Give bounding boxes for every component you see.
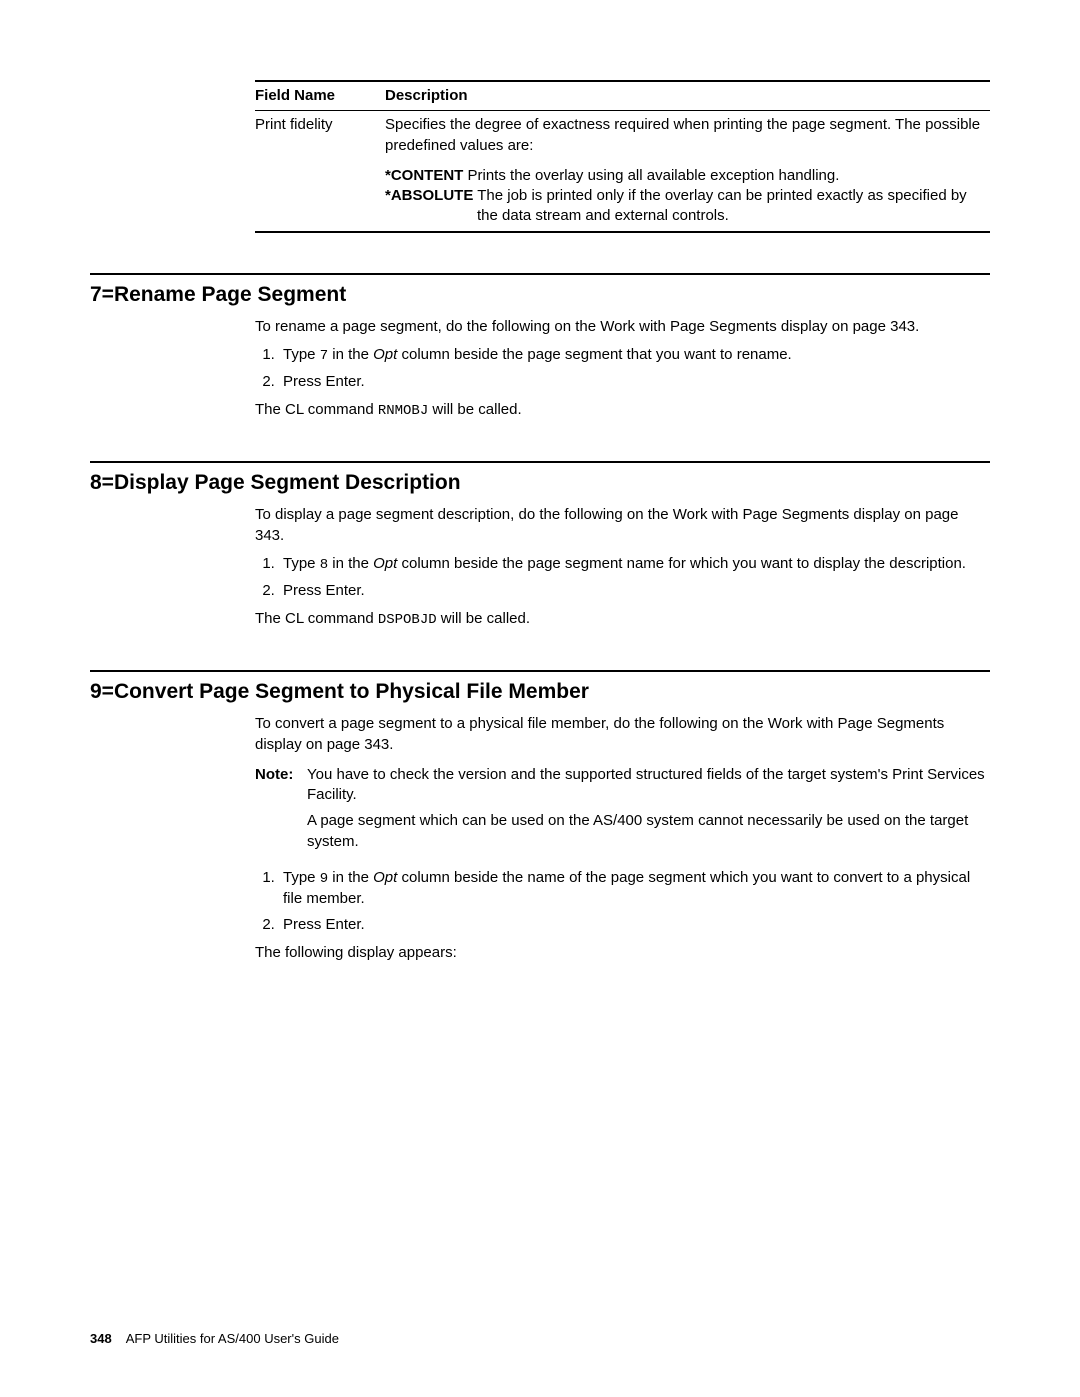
book-title: AFP Utilities for AS/400 User's Guide [126,1331,339,1346]
table-row: Print fidelity Specifies the degree of e… [255,111,990,230]
section-7-intro: To rename a page segment, do the followi… [255,317,990,337]
section-7-heading: 7=Rename Page Segment [90,281,990,309]
note-p1: You have to check the version and the su… [307,765,990,806]
section-8-body: To display a page segment description, d… [255,505,990,630]
field-desc-cell: Specifies the degree of exactness requir… [385,115,990,226]
value-absolute: *ABSOLUTE The job is printed only if the… [385,186,990,227]
section-9-heading: 9=Convert Page Segment to Physical File … [90,678,990,706]
section-9-body: To convert a page segment to a physical … [255,714,990,963]
value-content: *CONTENT Prints the overlay using all av… [385,166,990,186]
section-8-heading: 8=Display Page Segment Description [90,469,990,497]
page-footer: 348 AFP Utilities for AS/400 User's Guide [90,1330,339,1348]
table-header-field: Field Name [255,86,385,106]
list-item: Type 7 in the Opt column beside the page… [279,345,990,366]
list-item: Type 9 in the Opt column beside the name… [279,868,990,909]
note-label: Note: [255,765,307,858]
section-7-body: To rename a page segment, do the followi… [255,317,990,421]
section-8-intro: To display a page segment description, d… [255,505,990,546]
list-item: Press Enter. [279,915,990,935]
table-header-desc: Description [385,86,990,106]
field-desc-text: Specifies the degree of exactness requir… [385,116,980,153]
table-header-row: Field Name Description [255,82,990,110]
section-7-tail: The CL command RNMOBJ will be called. [255,400,990,421]
list-item: Type 8 in the Opt column beside the page… [279,554,990,575]
list-item: Press Enter. [279,372,990,392]
page-number: 348 [90,1331,112,1346]
content-text: Prints the overlay using all available e… [463,167,839,184]
note-block: Note: You have to check the version and … [255,765,990,858]
field-description-table: Field Name Description Print fidelity Sp… [255,80,990,233]
section-8-tail: The CL command DSPOBJD will be called. [255,609,990,630]
note-p2: A page segment which can be used on the … [307,811,990,852]
absolute-text: The job is printed only if the overlay c… [473,187,966,224]
content-keyword: *CONTENT [385,167,463,184]
field-name-cell: Print fidelity [255,115,385,226]
absolute-keyword: *ABSOLUTE [385,187,473,204]
section-9-tail: The following display appears: [255,943,990,963]
list-item: Press Enter. [279,581,990,601]
section-9-intro: To convert a page segment to a physical … [255,714,990,755]
